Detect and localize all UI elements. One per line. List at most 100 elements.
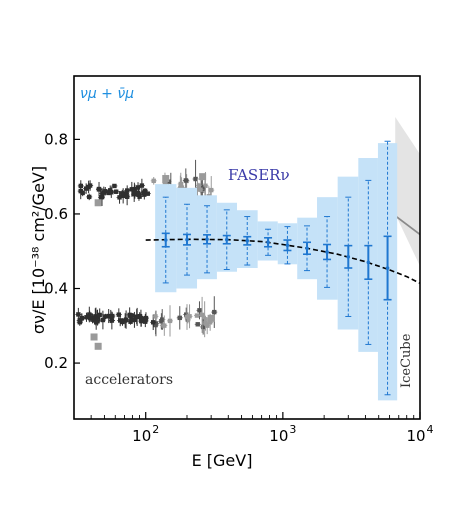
x-axis-label: E [GeV] — [192, 451, 253, 470]
axes: 0.20.40.60.810 2 10 3 10 4 — [44, 130, 433, 445]
accelerator-point — [95, 314, 100, 320]
accelerator-point — [83, 186, 89, 191]
accelerator-point — [98, 195, 104, 200]
faser-point — [366, 260, 371, 265]
accelerator-point — [160, 317, 165, 322]
accelerator-point — [87, 194, 92, 200]
accelerator-point — [153, 321, 159, 326]
accelerators-label: accelerators — [85, 372, 173, 388]
plot-area — [75, 117, 420, 401]
accelerator-point — [76, 312, 81, 317]
plot-frame — [73, 75, 421, 420]
icecube-line — [394, 215, 420, 236]
accelerator-point — [80, 190, 85, 196]
x-tick-label: 10 — [406, 427, 425, 445]
accelerator-point — [199, 312, 205, 318]
accelerator-point — [195, 322, 200, 327]
y-tick-label: 0.8 — [44, 130, 68, 148]
icecube-label: IceCube — [399, 333, 414, 388]
accelerator-point — [162, 180, 168, 185]
accelerator-point — [196, 183, 202, 188]
x-tick-label: 10 — [269, 427, 288, 445]
accelerator-point — [109, 318, 115, 323]
faser-point — [163, 238, 168, 242]
y-tick-label: 0.2 — [44, 354, 68, 372]
neutrino-flavor-label: νμ + ν̄μ — [80, 86, 134, 102]
icecube-band — [395, 117, 420, 267]
accelerator-point — [77, 320, 82, 325]
accelerator-point — [103, 189, 108, 194]
accelerator-point — [90, 333, 98, 341]
accelerator-point — [84, 315, 89, 320]
accelerator-point — [78, 183, 84, 189]
accelerator-point — [96, 187, 102, 192]
accelerator-point — [151, 320, 156, 325]
accelerator-point — [151, 178, 156, 184]
faser-points — [161, 140, 392, 396]
accelerator-point — [94, 199, 102, 207]
accelerator-point — [204, 323, 210, 328]
y-tick-label: 0.6 — [44, 205, 68, 223]
faser-point — [346, 255, 351, 259]
accelerator-point — [132, 189, 138, 194]
accelerator-point — [184, 312, 189, 317]
accelerator-point — [130, 313, 135, 318]
y-tick-label: 0.4 — [44, 280, 68, 298]
accelerator-point — [93, 320, 99, 325]
accelerator-point — [194, 313, 200, 318]
accelerator-point — [116, 312, 122, 317]
accelerator-point — [197, 308, 202, 313]
accelerator-point — [198, 187, 203, 192]
accelerator-point — [145, 191, 150, 196]
accelerator-point — [135, 190, 141, 196]
x-tick-exponent: 2 — [152, 423, 159, 436]
accelerator-point — [79, 316, 85, 321]
accelerator-point — [117, 195, 122, 200]
accelerator-point — [139, 183, 145, 188]
accelerator-point — [207, 320, 213, 325]
faser-point — [385, 266, 390, 270]
accelerator-point — [120, 191, 125, 196]
faser-point — [305, 246, 309, 251]
accelerator-point — [94, 342, 102, 350]
faser-point — [205, 237, 209, 242]
accelerator-point — [130, 317, 135, 323]
accelerator-point — [100, 317, 106, 323]
accelerator-point — [124, 194, 130, 199]
accelerator-point — [142, 192, 147, 197]
accelerator-point — [113, 189, 119, 194]
sm-curve — [145, 238, 390, 271]
accelerator-point — [106, 190, 111, 196]
faser-point — [245, 238, 250, 243]
accelerator-point — [143, 315, 149, 321]
accelerator-point — [193, 176, 198, 182]
accelerator-point — [178, 181, 183, 187]
accelerator-point — [202, 317, 207, 322]
accelerator-point — [187, 314, 192, 319]
accelerator-point — [184, 314, 190, 320]
accelerator-point — [100, 191, 105, 196]
accelerator-point — [183, 178, 189, 183]
accelerator-point — [177, 315, 182, 321]
x-tick-exponent: 4 — [427, 423, 434, 436]
accelerator-point — [143, 319, 148, 324]
faser-point — [266, 240, 270, 245]
accelerator-point — [207, 314, 215, 322]
accelerator-point — [123, 317, 129, 322]
x-tick-label: 10 — [132, 427, 151, 445]
faser-label: FASERν — [228, 166, 290, 184]
sm-prediction-curve — [145, 238, 420, 285]
accelerator-point — [199, 173, 207, 181]
accelerator-point — [203, 320, 208, 326]
accelerator-point — [129, 187, 135, 192]
accelerator-point — [209, 187, 214, 193]
sm-curve-extension — [389, 269, 420, 285]
accelerator-point — [167, 318, 173, 324]
accelerator-point — [185, 317, 191, 323]
accelerator-point — [200, 324, 206, 330]
y-axis-label: σν/E [10⁻³⁸ cm²/GeV] — [29, 166, 48, 334]
accelerator-point — [162, 175, 170, 183]
accelerator-point — [87, 183, 93, 188]
accelerator-point — [103, 314, 108, 319]
